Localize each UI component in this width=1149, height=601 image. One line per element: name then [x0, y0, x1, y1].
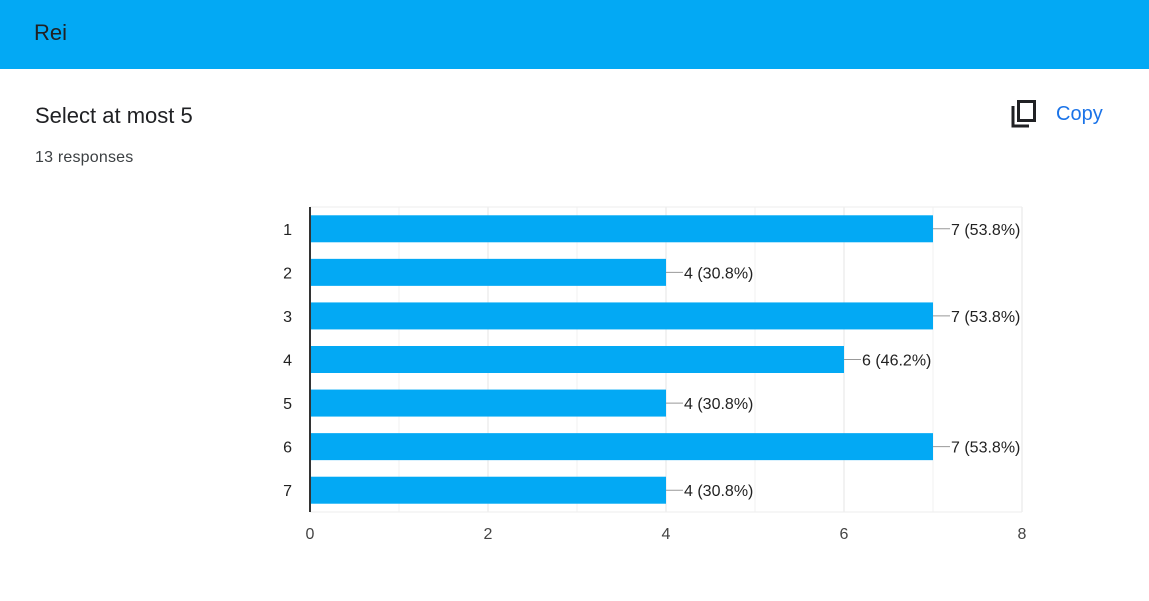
- data-label: 7 (53.8%): [951, 440, 1020, 457]
- copy-icon[interactable]: [1004, 94, 1044, 134]
- copy-button[interactable]: Copy: [1004, 94, 1103, 134]
- data-label: 4 (30.8%): [684, 396, 753, 413]
- x-tick-label: 8: [1018, 526, 1027, 543]
- y-tick-label: 1: [283, 222, 292, 239]
- y-tick-label: 5: [283, 396, 292, 413]
- data-label: 7 (53.8%): [951, 309, 1020, 326]
- bar: [310, 215, 933, 243]
- bar: [310, 433, 933, 461]
- x-tick-label: 6: [840, 526, 849, 543]
- y-tick-label: 3: [283, 309, 292, 326]
- response-count: 13 responses: [35, 149, 134, 166]
- bar: [310, 346, 844, 373]
- bar: [310, 258, 666, 286]
- data-label: 7 (53.8%): [951, 222, 1020, 239]
- bar: [310, 302, 933, 330]
- bar: [310, 389, 666, 417]
- y-tick-label: 2: [283, 265, 292, 282]
- header-bar: Rei: [0, 0, 1149, 69]
- x-tick-label: 4: [662, 526, 671, 543]
- x-tick-label: 2: [484, 526, 493, 543]
- y-tick-label: 6: [283, 440, 292, 457]
- question-title: Select at most 5: [35, 103, 193, 128]
- header-title: Rei: [34, 20, 68, 45]
- x-tick-label: 0: [306, 526, 315, 543]
- bar: [310, 476, 666, 504]
- y-tick-label: 7: [283, 483, 292, 500]
- data-label: 4 (30.8%): [684, 265, 753, 282]
- copy-label[interactable]: Copy: [1056, 102, 1103, 125]
- y-tick-label: 4: [283, 353, 292, 370]
- data-label: 6 (46.2%): [862, 353, 931, 370]
- data-label: 4 (30.8%): [684, 483, 753, 500]
